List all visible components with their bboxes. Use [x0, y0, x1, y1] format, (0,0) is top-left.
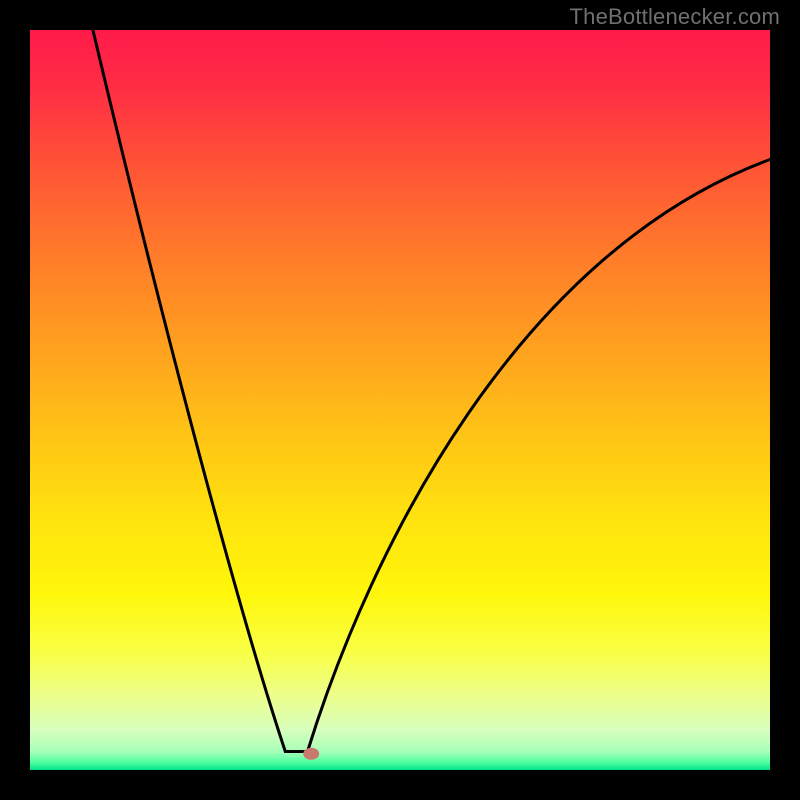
plot-background: [30, 30, 770, 770]
figure-root: TheBottlenecker.com: [0, 0, 800, 800]
watermark-text: TheBottlenecker.com: [570, 4, 780, 30]
optimum-marker: [303, 748, 319, 760]
chart-svg: [0, 0, 800, 800]
